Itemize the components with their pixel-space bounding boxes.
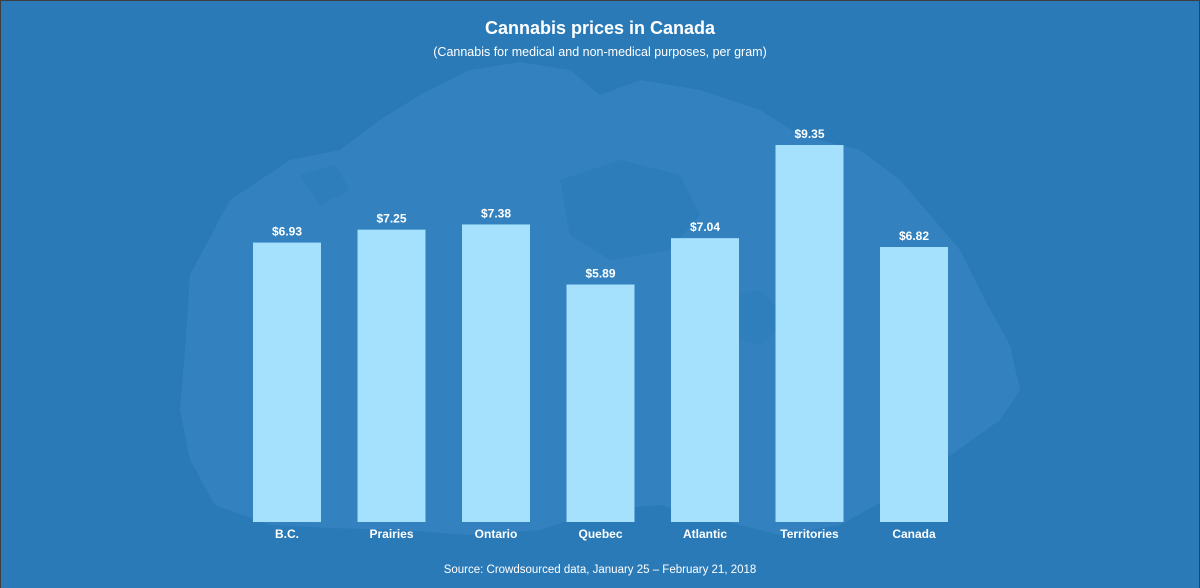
value-label: $9.35 bbox=[794, 127, 824, 141]
value-label: $7.04 bbox=[690, 220, 720, 234]
value-label: $7.25 bbox=[376, 212, 406, 226]
value-label: $6.82 bbox=[899, 229, 929, 243]
source-note: Source: Crowdsourced data, January 25 – … bbox=[443, 564, 757, 576]
bar-prairies bbox=[357, 229, 426, 522]
category-label: Ontario bbox=[475, 527, 518, 541]
bar-territories bbox=[775, 145, 844, 522]
category-label: Atlantic bbox=[683, 527, 727, 541]
category-label: Territories bbox=[780, 527, 839, 541]
chart-title: Cannabis prices in Canada bbox=[484, 18, 716, 38]
value-label: $7.38 bbox=[481, 206, 511, 220]
category-label: Canada bbox=[892, 527, 936, 541]
value-label: $6.93 bbox=[272, 225, 302, 239]
chart-subtitle: (Cannabis for medical and non-medical pu… bbox=[433, 45, 767, 59]
bar-atlantic bbox=[671, 238, 739, 522]
bar-b-c bbox=[253, 242, 321, 522]
value-label: $5.89 bbox=[585, 267, 615, 281]
bar-ontario bbox=[462, 224, 530, 523]
category-label: B.C. bbox=[275, 527, 299, 541]
category-label: Quebec bbox=[578, 527, 622, 541]
bar-canada bbox=[880, 247, 948, 522]
category-label: Prairies bbox=[369, 527, 413, 541]
bar-quebec bbox=[566, 284, 635, 522]
